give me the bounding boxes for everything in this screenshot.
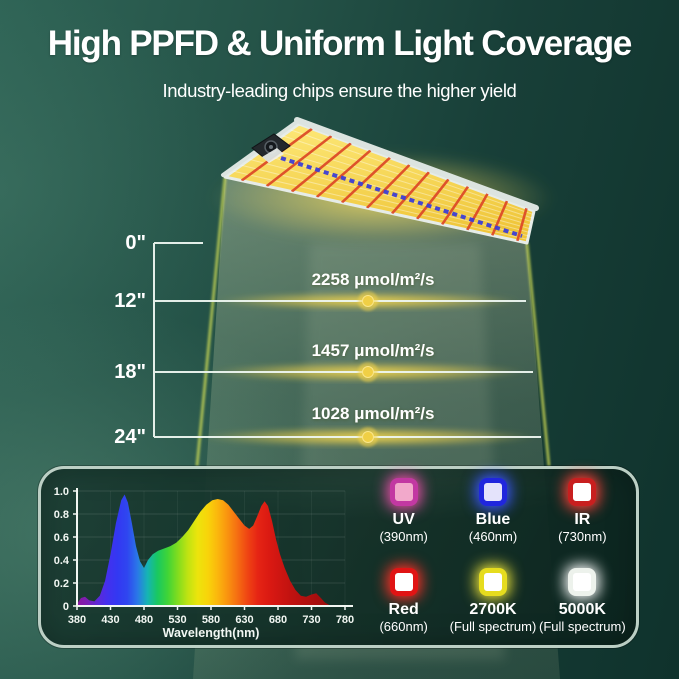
spectrum-info-panel: 1.0 0.8 0.6 0.4 0.2 0 380 430 480 530 580 630 680 730…	[38, 466, 639, 648]
led-wavelength: (460nm)	[468, 529, 518, 544]
led-name: 5000K	[558, 601, 606, 618]
led-name: 2700K	[469, 601, 517, 618]
dot-12in	[362, 295, 374, 307]
x-tick-label: 380	[68, 614, 86, 626]
red-stripe	[491, 200, 509, 236]
led-wavelength: (Full spectrum)	[449, 619, 537, 634]
blue-diode-row	[280, 156, 523, 238]
red-stripe	[366, 163, 411, 209]
y-tick-label: 0.6	[54, 532, 69, 544]
red-stripe	[416, 178, 450, 220]
legend-item-5000k: 5000K (Full spectrum)	[538, 561, 627, 647]
spectrum-curve	[77, 494, 329, 606]
led-swatch-2700k	[478, 568, 507, 596]
x-axis-title: Wavelength(nm)	[163, 626, 260, 640]
cone-edge-left	[195, 176, 227, 467]
distance-label-18in: 18"	[114, 361, 146, 383]
y-tick-label: 0.2	[54, 578, 69, 590]
red-stripe	[315, 149, 372, 199]
x-tick-label: 780	[336, 614, 354, 626]
led-wavelength: (390nm)	[379, 529, 428, 544]
legend-item-blue: Blue (460nm)	[448, 471, 537, 561]
driver-label	[262, 148, 284, 163]
led-swatch-red	[389, 568, 418, 596]
led-name: UV	[392, 511, 415, 528]
diode-row-line	[265, 147, 532, 226]
distance-scale	[153, 242, 541, 438]
diode-row-line	[257, 152, 531, 230]
x-tick-label: 730	[302, 614, 320, 626]
page-subtitle: Industry-leading chips ensure the higher…	[162, 80, 517, 101]
y-tick-label: 0.8	[54, 509, 69, 521]
diode-row-line	[233, 170, 528, 240]
red-stripe	[516, 207, 528, 242]
diode-row-line	[274, 141, 532, 223]
distance-label-0in: 0"	[125, 232, 146, 254]
fixture-top-rail	[294, 117, 539, 211]
dot-18in	[362, 366, 374, 378]
led-name: Blue	[475, 511, 511, 528]
diode-row-line	[290, 129, 534, 216]
red-stripe	[290, 142, 352, 193]
led-wavelength: (730nm)	[558, 529, 607, 544]
x-tick-label: 430	[101, 614, 119, 626]
diode-row-line	[249, 158, 530, 233]
led-swatch-blue	[478, 478, 507, 506]
led-swatch-uv	[389, 478, 418, 506]
red-stripe	[340, 156, 391, 204]
red-stripe	[265, 134, 333, 188]
center-dots	[358, 291, 378, 447]
led-name: IR	[574, 511, 591, 528]
led-name: Red	[388, 601, 419, 618]
led-wavelength: (660nm)	[379, 619, 428, 634]
led-type-legend: UV (390nm) Blue (460nm) IR (730nm) Red (660nm) 2…	[359, 471, 627, 647]
led-swatch-ir	[568, 478, 597, 506]
legend-item-2700k: 2700K (Full spectrum)	[448, 561, 537, 647]
x-tick-label: 480	[135, 614, 153, 626]
legend-item-ir: IR (730nm)	[538, 471, 627, 561]
x-tick-label: 530	[168, 614, 186, 626]
red-stripe	[466, 193, 489, 231]
ppfd-value-24in: 1028 μmol/m²/s	[311, 404, 435, 423]
driver-fan-hub	[269, 145, 273, 149]
y-tick-label: 0.4	[54, 555, 70, 567]
page-title: High PPFD & Uniform Light Coverage	[47, 24, 633, 63]
x-tick-label: 580	[202, 614, 220, 626]
y-tick-label: 0	[63, 601, 69, 613]
legend-item-uv: UV (390nm)	[359, 471, 448, 561]
x-tick-label: 630	[235, 614, 253, 626]
distance-label-24in: 24"	[114, 426, 146, 448]
cone-edge-right	[525, 242, 551, 467]
ppfd-value-18in: 1457 μmol/m²/s	[311, 341, 435, 360]
led-wavelength: (Full spectrum)	[538, 619, 626, 634]
red-stripe	[391, 171, 430, 215]
dot-24in	[362, 431, 374, 443]
red-stripe	[441, 185, 470, 226]
led-fixture	[221, 117, 539, 245]
led-swatch-5000k	[568, 568, 597, 596]
y-tick-label: 1.0	[54, 486, 69, 498]
distance-label-12in: 12"	[114, 290, 146, 312]
diode-row-line	[282, 135, 533, 219]
legend-item-red: Red (660nm)	[359, 561, 448, 647]
chart-axes	[73, 488, 353, 610]
ppfd-value-12in: 2258 μmol/m²/s	[311, 270, 435, 289]
x-tick-label: 680	[269, 614, 287, 626]
